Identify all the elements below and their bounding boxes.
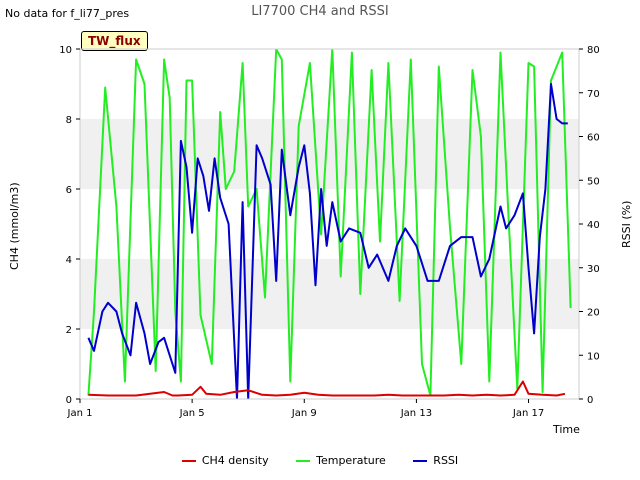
y-tick-label: 10: [59, 45, 72, 56]
legend-swatch-ch4: [181, 460, 196, 462]
y2-tick-label: 40: [587, 220, 600, 231]
y-tick-label: 4: [66, 255, 72, 266]
y-tick-label: 8: [66, 115, 72, 126]
y2-tick-label: 10: [587, 351, 600, 362]
site-badge: TW_flux: [81, 31, 148, 51]
legend: CH4 density Temperature RSSI: [0, 454, 640, 467]
legend-item-rssi: RSSI: [413, 454, 458, 467]
legend-label-ch4: CH4 density: [201, 454, 269, 467]
x-tick-label: Jan 17: [512, 408, 544, 419]
no-data-message: No data for f_li77_pres: [5, 7, 130, 20]
axes: 0 2 4 6 8 10 0 10 20 30 40 50 60 70 80 Jan 1 Jan 5 Jan 9 J…: [59, 45, 599, 419]
y2-tick-label: 60: [587, 133, 600, 144]
chart-title: LI7700 CH4 and RSSI: [251, 4, 389, 19]
series-line-temperature: [87, 49, 572, 397]
x-tick-label: Jan 13: [400, 408, 432, 419]
x-tick-label: Jan 9: [291, 408, 317, 419]
x-tick-label: Jan 5: [179, 408, 205, 419]
series-lines: [87, 49, 572, 399]
legend-item-ch4: CH4 density: [181, 454, 269, 467]
y2-tick-label: 20: [587, 308, 600, 319]
y-tick-label: 2: [66, 325, 72, 336]
legend-label-temperature: Temperature: [316, 454, 386, 467]
series-line-ch4-density: [88, 380, 566, 397]
y2-tick-label: 50: [587, 176, 600, 187]
legend-label-rssi: RSSI: [433, 454, 459, 467]
y2-axis-label: RSSI (%): [620, 200, 633, 248]
y2-tick-label: 30: [587, 264, 600, 275]
legend-item-temperature: Temperature: [296, 454, 386, 467]
legend-swatch-rssi: [413, 460, 428, 462]
y2-tick-label: 80: [587, 45, 600, 56]
y2-tick-label: 70: [587, 89, 600, 100]
y-tick-label: 0: [66, 395, 72, 406]
y-axis-label: CH4 (mmol/m3): [8, 182, 21, 270]
x-tick-label: Jan 1: [67, 408, 93, 419]
series-line-rssi: [87, 83, 568, 399]
legend-swatch-temperature: [296, 460, 311, 462]
x-axis-label: Time: [553, 423, 580, 436]
y2-tick-label: 0: [587, 395, 593, 406]
shaded-band-0: [80, 259, 579, 329]
y-tick-label: 6: [66, 185, 72, 196]
